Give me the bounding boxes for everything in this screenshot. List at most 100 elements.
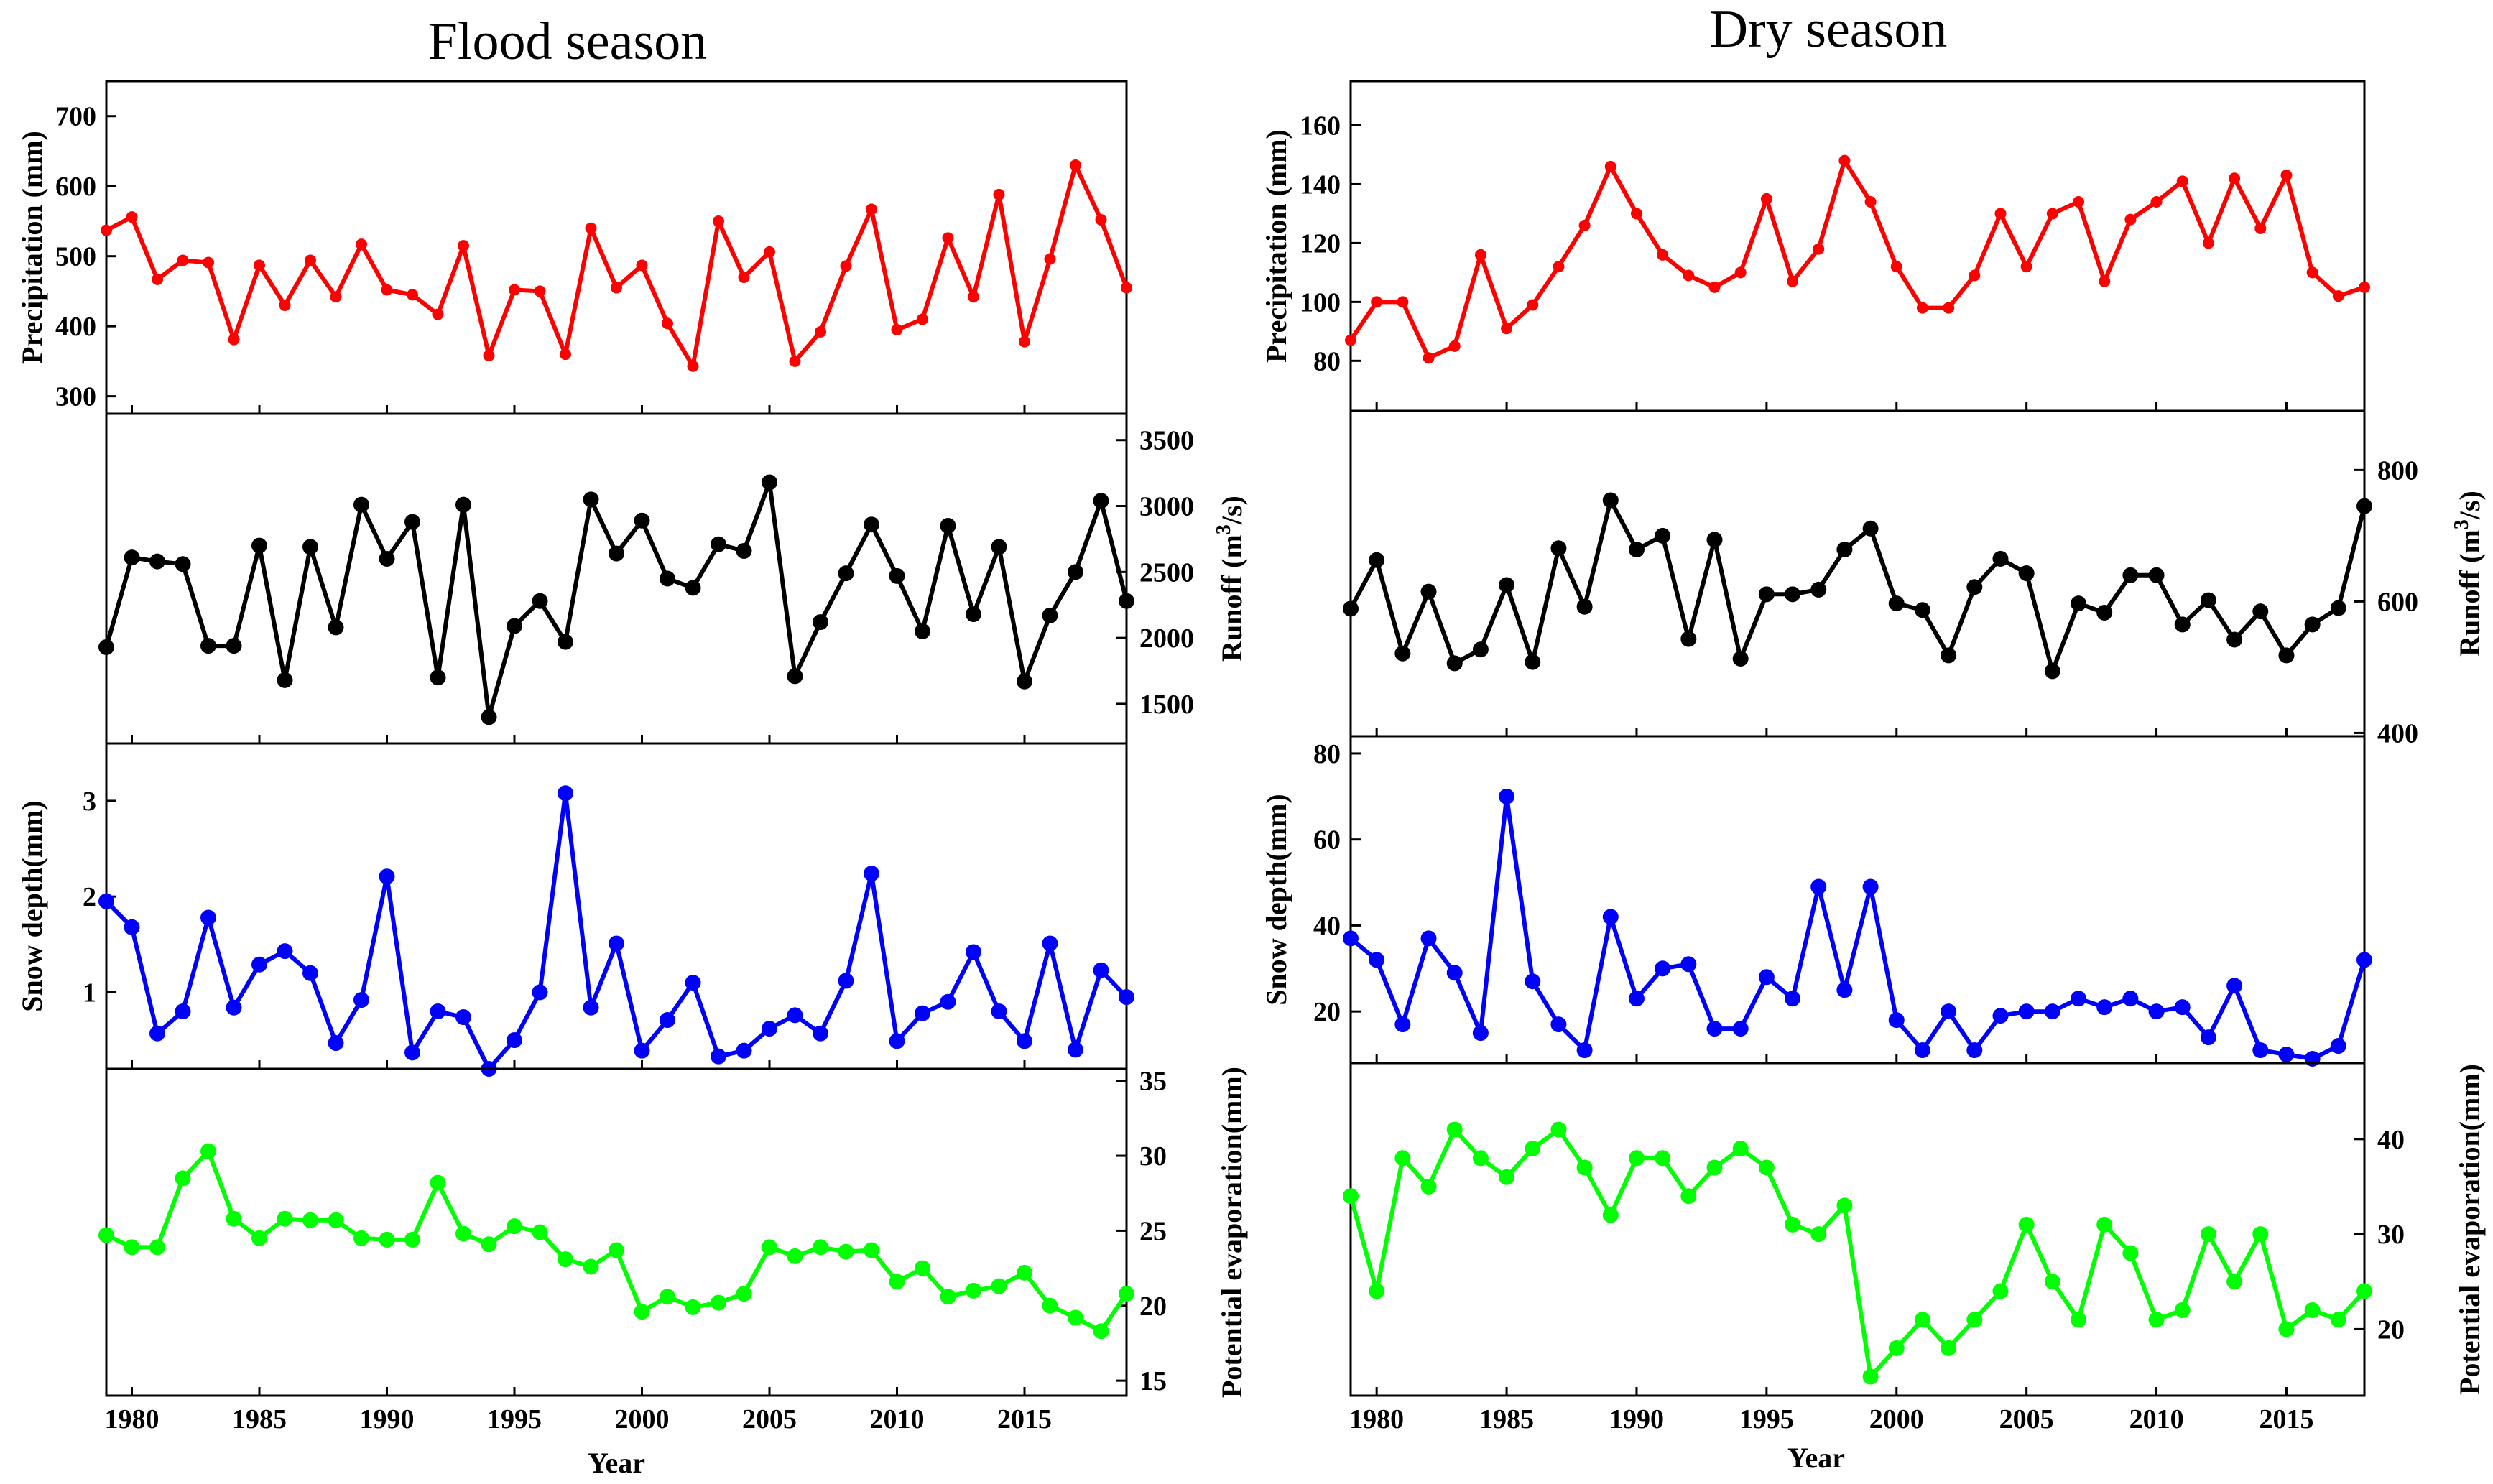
dry-snow-depth-point [1758,969,1775,986]
flood-runoff-point [200,638,216,654]
flood-snow-depth-point [430,1003,446,1020]
dry-snow-depth-point [2044,1003,2060,1020]
flood-snow-depth-point [1017,1033,1032,1049]
flood-precipitation-point [1019,335,1030,348]
flood-runoff-point [481,709,497,725]
dry-potential-evaporation-point [1888,1340,1905,1356]
flood-potential-evaporation-point [251,1230,267,1246]
flood-precipitation-point [381,284,393,296]
flood-potential-evaporation-point [1042,1297,1058,1314]
dry-runoff-point [2200,592,2216,608]
dry-snow-depth-point [1888,1012,1905,1029]
dry-runoff-point [2226,631,2243,648]
flood-potential-evaporation-point [583,1258,599,1275]
flood-runoff-point [328,619,344,636]
flood-potential-evaporation-point [1119,1286,1134,1302]
dry-precipitation-point [1371,296,1383,308]
flood-precipitation-point [432,308,444,320]
dry-potential-evaporation-frame [1349,1062,2366,1397]
flood-runoff-point [940,518,956,534]
dry-snow-depth-point [2330,1038,2346,1054]
dry-snow-depth-point [2018,1003,2035,1020]
flood-snow-depth-point [864,866,879,882]
flood-runoff-panel: 1500 2000 2500 3000 3500 Runoff (m3/s) [98,412,1248,745]
dry-precipitation-point [2229,172,2241,185]
dry-potential-evaporation-point [2122,1245,2139,1261]
dry-runoff-point [1914,602,1930,618]
flood-precipitation-point [126,211,138,223]
flood-runoff-y-tick-label: 1500 [1139,690,1194,720]
dry-precipitation-point [1423,352,1435,364]
dry-runoff-point [1758,586,1775,603]
flood-snow-depth-point [532,984,548,1001]
flood-precipitation-point [534,285,546,297]
dry-runoff-point [2252,603,2269,620]
flood-runoff-point [1042,607,1058,623]
flood-potential-evaporation-point [711,1294,726,1311]
dry-potential-evaporation-point [1394,1150,1411,1167]
dry-potential-evaporation-panel: 20 30 40 Potential evaporation(mm) [1343,1062,2486,1397]
flood-runoff-series-line [104,480,1129,720]
dry-precipitation-point [1838,154,1851,167]
flood-runoff-y-tick-label: 2000 [1139,623,1194,654]
flood-snow-depth-series-line [104,791,1129,1071]
dry-precipitation-point [1345,334,1356,346]
dry-precipitation-point [1813,243,1825,255]
flood-runoff-point [864,516,879,533]
dry-potential-evaporation-point [2356,1283,2372,1299]
dry-runoff-point [1862,520,1879,537]
dry-potential-evaporation-point [1836,1197,1853,1214]
flood-snow-depth-point [787,1007,803,1024]
flood-snow-depth-point [889,1033,905,1049]
dry-season-panels: 80 100 120 140 160 Precipitation (mm) 400 600 80… [1260,80,2486,1434]
flood-precipitation-point [968,291,979,303]
flood-snow-depth-point [1042,935,1058,952]
dry-potential-evaporation-y-tick-label: 40 [2377,1125,2405,1155]
dry-runoff-point [2122,567,2139,583]
dry-potential-evaporation-point [2330,1312,2346,1328]
dry-snow-depth-point [2148,1003,2165,1020]
flood-precipitation-point [891,324,903,336]
dry-snow-depth-point [1810,878,1827,895]
flood-runoff-point [609,545,624,562]
flood-runoff-y-axis-label: Runoff (m3/s) [1213,496,1248,662]
flood-snow-depth-point [1068,1042,1083,1058]
flood-runoff-point [1119,593,1134,609]
flood-snow-depth-point [736,1042,752,1059]
dry-runoff-y-tick-label: 600 [2377,587,2418,617]
dry-precipitation-point [2020,261,2032,273]
dry-season-x-axis-label: Year [1787,1442,1845,1474]
dry-potential-evaporation-point [1862,1368,1879,1385]
dry-snow-depth-point [1550,1016,1567,1033]
flood-potential-evaporation-point [864,1242,879,1258]
dry-snow-depth-point [1446,965,1463,981]
dry-runoff-point [2174,616,2191,633]
dry-runoff-point [1655,527,1671,544]
flood-precipitation-y-tick-label: 600 [55,172,96,202]
dry-precipitation-point [1943,302,1955,314]
flood-potential-evaporation-point [98,1227,114,1243]
dry-potential-evaporation-point [1576,1159,1593,1176]
flood-runoff-point [966,606,981,623]
flood-precipitation-point [993,188,1005,200]
flood-season-title: Flood season [428,12,708,71]
dry-potential-evaporation-point [1655,1150,1671,1167]
flood-precipitation-point [789,355,801,367]
dry-runoff-series-line [1349,498,2367,674]
flood-precipitation-point [509,284,520,296]
flood-runoff-y-tick-label: 3000 [1139,492,1194,522]
dry-precipitation-point [1604,160,1616,172]
dry-potential-evaporation-y-axis-label: Potential evaporation(mm) [2453,1064,2486,1395]
dry-precipitation-point [2150,196,2163,208]
dry-potential-evaporation-point [2252,1226,2269,1243]
dry-runoff-point [1499,577,1515,593]
flood-potential-evaporation-panel: 15 20 25 30 35 Potential evaporation(mm) [98,1067,1248,1398]
dry-precipitation-point [1578,219,1591,231]
dry-potential-evaporation-point [2044,1274,2060,1290]
flood-runoff-point [583,491,599,508]
flood-potential-evaporation-y-tick-label: 30 [1139,1141,1167,1172]
dry-precipitation-series-line [1349,158,2365,361]
dry-runoff-point [1732,651,1749,667]
